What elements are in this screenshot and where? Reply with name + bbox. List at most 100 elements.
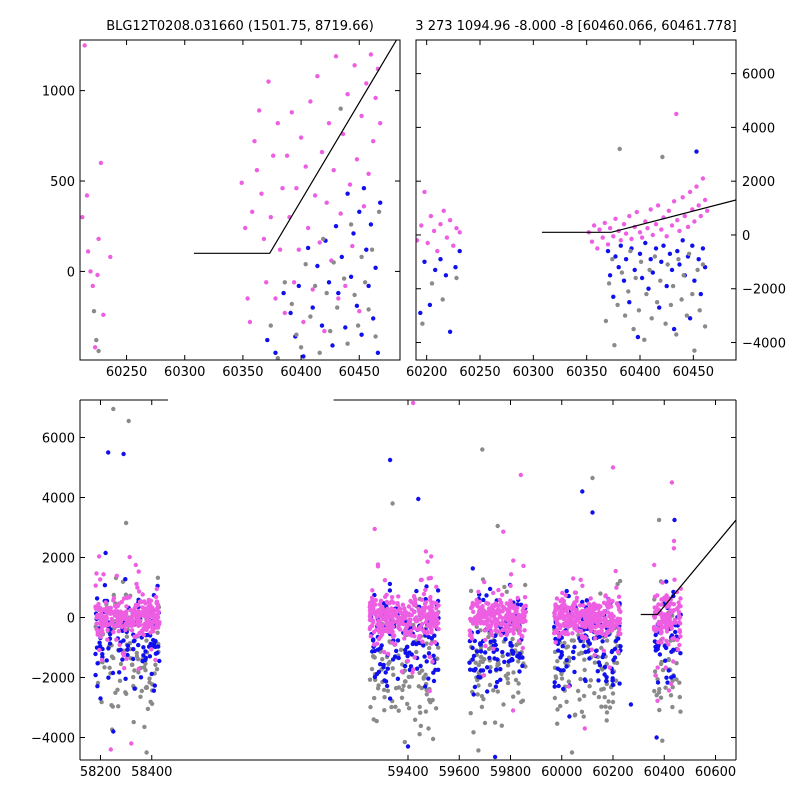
data-point xyxy=(702,197,708,203)
data-point xyxy=(129,741,134,746)
data-point xyxy=(111,592,117,598)
data-point xyxy=(414,649,419,655)
data-point xyxy=(610,598,615,604)
data-point xyxy=(436,667,441,672)
data-point xyxy=(666,657,671,662)
data-point xyxy=(600,639,605,644)
data-point xyxy=(438,257,443,262)
x-tick-label: 60250 xyxy=(106,365,147,380)
data-point xyxy=(99,699,104,705)
data-point xyxy=(399,695,405,700)
data-point xyxy=(518,618,523,623)
data-point xyxy=(143,649,148,654)
data-point xyxy=(389,607,394,613)
data-point xyxy=(348,222,354,227)
data-point xyxy=(652,254,658,259)
data-point xyxy=(136,670,141,675)
data-point xyxy=(609,617,614,622)
data-point xyxy=(434,613,439,619)
data-point xyxy=(563,593,568,598)
data-point xyxy=(416,496,421,502)
data-point xyxy=(471,667,476,673)
data-point xyxy=(110,670,116,676)
data-point xyxy=(499,723,504,728)
data-point xyxy=(317,240,322,245)
data-point xyxy=(596,678,601,683)
data-point xyxy=(133,613,138,618)
data-point xyxy=(611,294,616,299)
data-point xyxy=(645,226,650,231)
data-point xyxy=(680,238,685,243)
data-point xyxy=(390,629,395,634)
data-point xyxy=(489,613,494,618)
data-point xyxy=(352,63,357,68)
data-point xyxy=(660,154,665,160)
data-point xyxy=(510,605,515,610)
data-point xyxy=(369,595,375,600)
data-point xyxy=(288,310,293,316)
data-point xyxy=(675,637,680,643)
data-point xyxy=(426,651,432,656)
data-point xyxy=(426,676,431,681)
data-point xyxy=(606,699,611,704)
data-point xyxy=(566,679,571,684)
data-point xyxy=(145,706,151,712)
data-point xyxy=(380,623,385,628)
data-point xyxy=(500,653,505,659)
data-point xyxy=(491,590,496,596)
data-point xyxy=(151,688,157,693)
data-point xyxy=(480,447,485,452)
data-point xyxy=(155,575,161,580)
data-point xyxy=(136,642,141,648)
data-point xyxy=(427,688,432,694)
data-point xyxy=(371,629,377,635)
data-point xyxy=(599,704,604,709)
data-point xyxy=(677,620,682,625)
data-point xyxy=(488,624,493,630)
data-point xyxy=(669,267,675,273)
data-point xyxy=(671,674,676,679)
data-point xyxy=(153,651,159,656)
data-point xyxy=(495,689,500,694)
data-point xyxy=(383,679,389,684)
data-point xyxy=(132,638,137,643)
data-point xyxy=(663,321,668,326)
data-point xyxy=(366,283,371,289)
data-point xyxy=(373,265,378,270)
data-point xyxy=(653,605,659,610)
data-point xyxy=(370,649,375,654)
data-point xyxy=(670,685,675,690)
y-tick-label: 6000 xyxy=(42,432,75,447)
data-point xyxy=(677,228,682,234)
data-point xyxy=(560,644,565,649)
data-point xyxy=(510,636,515,642)
data-point xyxy=(561,598,567,603)
data-point xyxy=(414,588,419,594)
data-point xyxy=(655,203,661,208)
data-point xyxy=(686,251,692,256)
data-point xyxy=(664,283,669,289)
data-point xyxy=(319,323,325,328)
data-point xyxy=(648,257,653,262)
data-point xyxy=(382,609,387,615)
data-point xyxy=(104,658,109,663)
data-point xyxy=(476,683,481,688)
data-point xyxy=(417,732,422,737)
data-point xyxy=(143,614,148,620)
data-point xyxy=(588,678,593,683)
data-point xyxy=(345,191,350,196)
data-point xyxy=(116,648,122,653)
data-point xyxy=(569,750,575,755)
data-point xyxy=(676,609,682,615)
data-point xyxy=(573,607,578,612)
data-point xyxy=(98,617,104,622)
data-point xyxy=(505,680,511,686)
data-point xyxy=(505,652,510,657)
data-point xyxy=(435,620,441,626)
data-point xyxy=(474,597,479,603)
data-point xyxy=(348,274,354,279)
data-point xyxy=(669,223,675,228)
data-point xyxy=(154,667,160,672)
data-point xyxy=(475,692,480,697)
data-point xyxy=(312,283,318,289)
